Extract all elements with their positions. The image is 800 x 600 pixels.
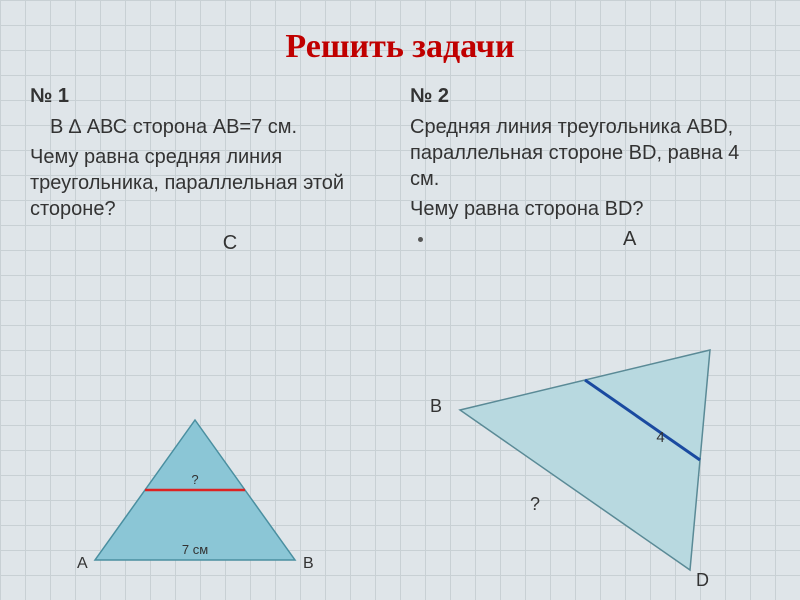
- problem-1-line1: В ∆ АВС сторона АВ=7 см.: [50, 114, 390, 140]
- problem-2-number: № 2: [410, 85, 770, 108]
- page-title: Решить задачи: [0, 28, 800, 66]
- vertex-a-label: A: [77, 555, 88, 572]
- problem-1-number: № 1: [30, 85, 390, 108]
- vertex-d-label: D: [696, 570, 709, 590]
- problem-2-line1: Средняя линия треугольника ABD, параллел…: [410, 114, 770, 192]
- problem-2-diagram: B D 4?: [420, 330, 760, 590]
- problem-1-vertex-c: С: [30, 232, 390, 255]
- base-length-label: 7 см: [182, 542, 208, 557]
- problem-2-vertex-a: A: [623, 228, 636, 251]
- problem-1-line2: Чему равна средняя линия треугольника, п…: [30, 144, 390, 222]
- vertex-b-label: B: [430, 396, 442, 416]
- bd-question-label: ?: [530, 494, 540, 514]
- midline-question-label: ?: [191, 472, 198, 487]
- triangle-abd: [460, 350, 710, 570]
- bullet-icon: [418, 237, 423, 242]
- problem-1-diagram: A B 7 см?: [55, 400, 335, 580]
- vertex-b-label: B: [303, 555, 314, 572]
- midline-length-label: 4: [656, 429, 664, 446]
- problem-2-line2: Чему равна сторона BD?: [410, 196, 770, 222]
- problem-2: № 2 Средняя линия треугольника ABD, пара…: [410, 85, 770, 251]
- problem-1: № 1 В ∆ АВС сторона АВ=7 см. Чему равна …: [30, 85, 390, 255]
